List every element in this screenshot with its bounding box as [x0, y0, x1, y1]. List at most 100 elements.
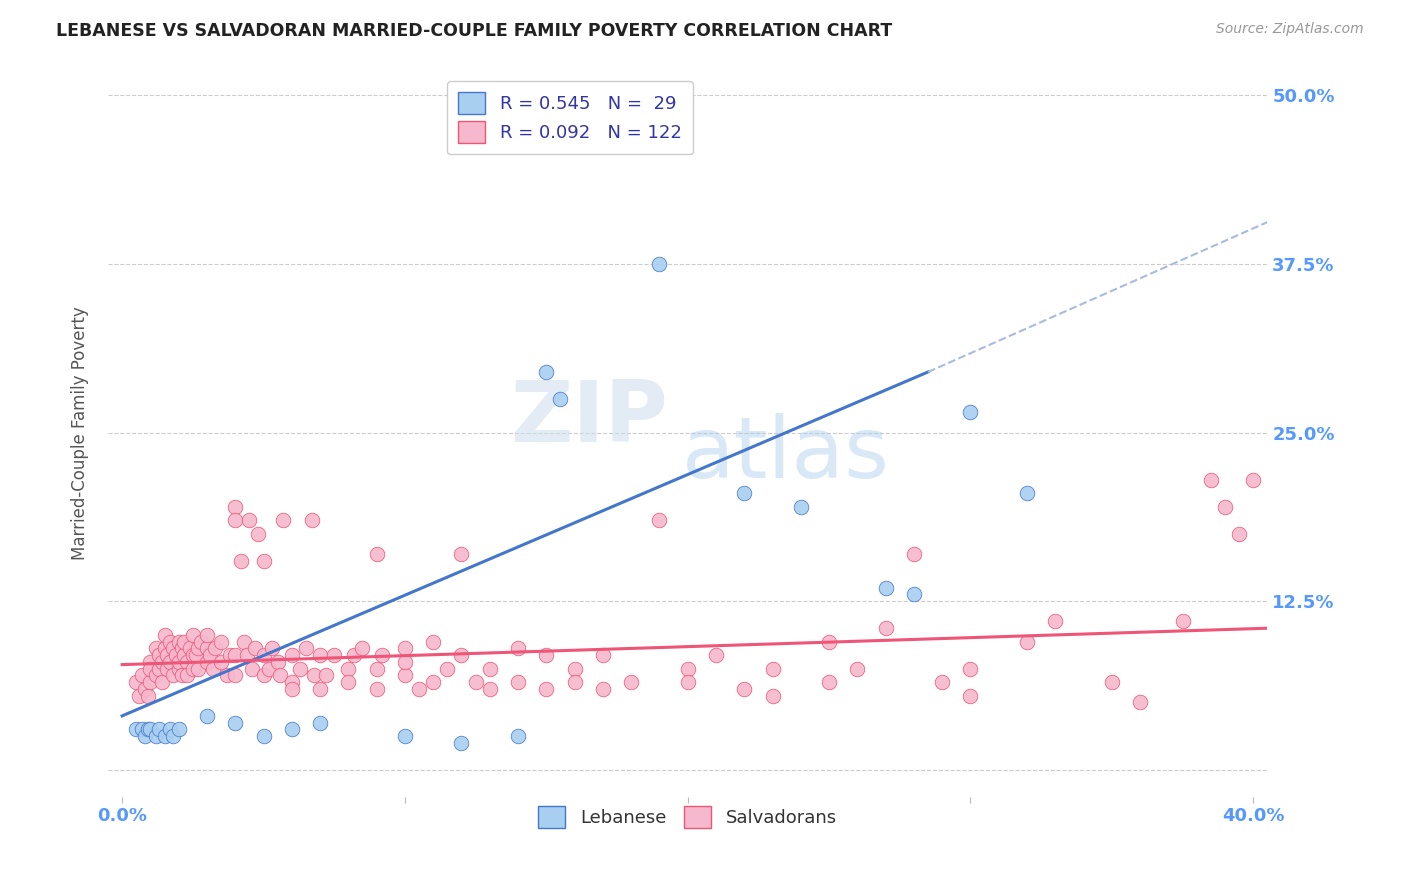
Point: [187, 662, 209, 676]
Point: [156, 662, 179, 676]
Point: [145, 668, 167, 682]
Point: [131, 668, 153, 682]
Point: [818, 634, 841, 648]
Point: [201, 662, 224, 676]
Text: Source: ZipAtlas.com: Source: ZipAtlas.com: [1216, 22, 1364, 37]
Point: [366, 681, 388, 696]
Point: [564, 662, 586, 676]
Point: [139, 675, 162, 690]
Point: [162, 668, 184, 682]
Point: [125, 723, 148, 737]
Point: [170, 641, 193, 656]
Point: [195, 641, 218, 656]
Point: [148, 662, 170, 676]
Point: [1227, 526, 1250, 541]
Point: [394, 641, 416, 656]
Point: [436, 662, 458, 676]
Point: [273, 513, 295, 527]
Point: [224, 668, 246, 682]
Point: [224, 513, 246, 527]
Text: ZIP: ZIP: [510, 376, 668, 459]
Point: [281, 723, 304, 737]
Point: [315, 668, 337, 682]
Point: [139, 723, 162, 737]
Point: [209, 655, 232, 669]
Point: [173, 634, 195, 648]
Point: [366, 662, 388, 676]
Point: [204, 641, 226, 656]
Point: [125, 675, 148, 690]
Point: [337, 675, 360, 690]
Point: [139, 662, 162, 676]
Point: [167, 655, 190, 669]
Point: [159, 655, 181, 669]
Point: [198, 648, 221, 663]
Point: [1045, 615, 1067, 629]
Point: [394, 668, 416, 682]
Point: [281, 681, 304, 696]
Point: [153, 628, 176, 642]
Point: [323, 648, 346, 663]
Point: [550, 392, 572, 406]
Point: [195, 709, 218, 723]
Point: [179, 641, 201, 656]
Point: [136, 689, 159, 703]
Point: [818, 675, 841, 690]
Point: [394, 729, 416, 743]
Point: [190, 634, 212, 648]
Point: [1241, 473, 1264, 487]
Point: [281, 648, 304, 663]
Point: [931, 675, 953, 690]
Point: [761, 662, 783, 676]
Point: [181, 628, 204, 642]
Point: [450, 736, 472, 750]
Point: [676, 675, 699, 690]
Point: [266, 655, 288, 669]
Point: [134, 729, 156, 743]
Point: [875, 581, 897, 595]
Point: [232, 634, 254, 648]
Point: [235, 648, 257, 663]
Point: [240, 662, 263, 676]
Point: [145, 641, 167, 656]
Point: [464, 675, 486, 690]
Point: [224, 715, 246, 730]
Point: [134, 681, 156, 696]
Point: [761, 689, 783, 703]
Point: [184, 648, 207, 663]
Point: [564, 675, 586, 690]
Point: [224, 648, 246, 663]
Point: [450, 648, 472, 663]
Point: [371, 648, 394, 663]
Point: [159, 723, 181, 737]
Point: [648, 257, 671, 271]
Point: [252, 668, 274, 682]
Point: [252, 729, 274, 743]
Point: [506, 641, 529, 656]
Point: [167, 662, 190, 676]
Point: [301, 513, 323, 527]
Legend: Lebanese, Salvadorans: Lebanese, Salvadorans: [531, 798, 844, 835]
Point: [209, 634, 232, 648]
Point: [343, 648, 366, 663]
Point: [790, 500, 813, 514]
Point: [153, 641, 176, 656]
Point: [478, 662, 501, 676]
Point: [136, 723, 159, 737]
Point: [195, 655, 218, 669]
Text: atlas: atlas: [682, 413, 890, 496]
Point: [176, 668, 198, 682]
Point: [1129, 695, 1152, 709]
Point: [150, 675, 173, 690]
Point: [290, 662, 312, 676]
Point: [128, 689, 150, 703]
Point: [1101, 675, 1123, 690]
Point: [281, 675, 304, 690]
Point: [592, 681, 614, 696]
Point: [846, 662, 869, 676]
Point: [162, 729, 184, 743]
Point: [309, 681, 332, 696]
Point: [170, 668, 193, 682]
Point: [252, 554, 274, 568]
Point: [592, 109, 614, 123]
